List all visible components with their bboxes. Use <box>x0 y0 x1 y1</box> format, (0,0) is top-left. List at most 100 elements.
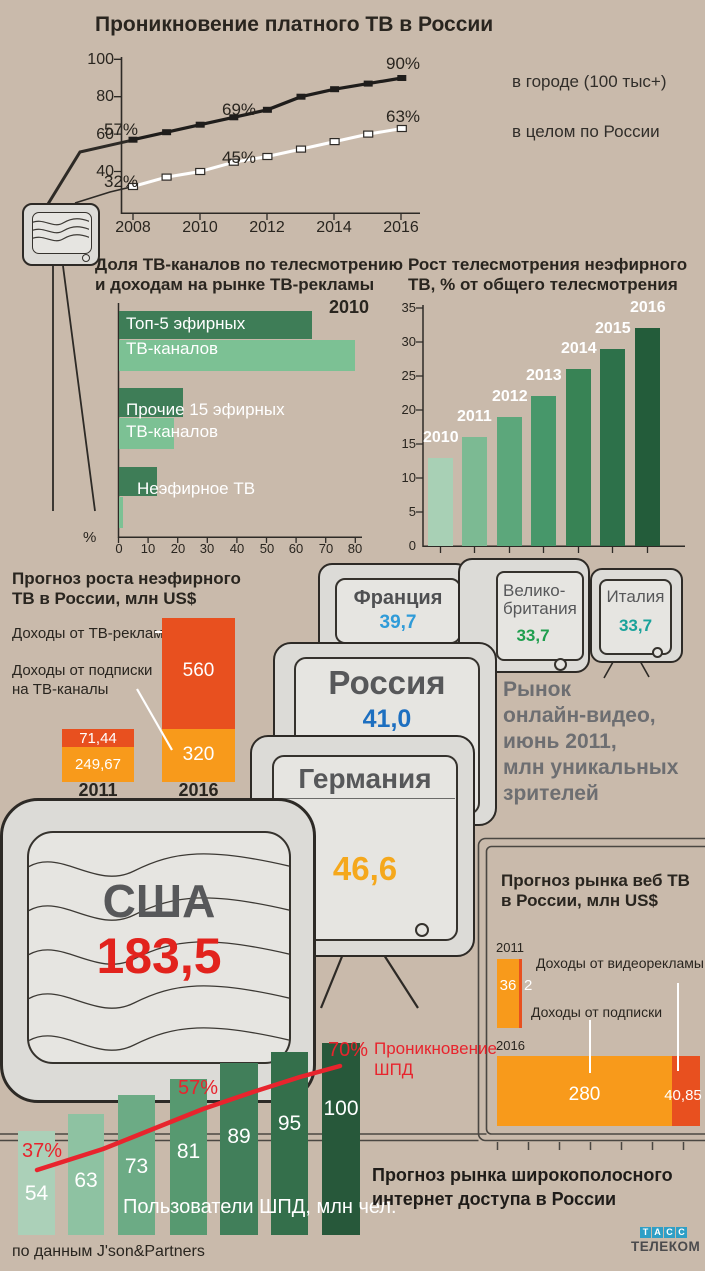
webtv-2016-sub-value: 280 <box>568 1084 601 1105</box>
bar-top5-viewing <box>119 311 312 339</box>
value-russia: 41,0 <box>362 705 412 733</box>
bar-other15-adrevenue <box>119 418 174 449</box>
share-title-line2: и доходам на рынке ТВ-рекламы <box>95 275 375 294</box>
small-tv-icon <box>22 203 100 266</box>
ytick-60: 60 <box>96 126 114 143</box>
growth-year-2014: 2014 <box>561 340 597 357</box>
growth-ytick-10: 10 <box>401 470 416 485</box>
logo-box-t: Т <box>640 1227 651 1238</box>
logo-box-c2: С <box>676 1227 687 1238</box>
xtick-2010: 2010 <box>182 219 218 236</box>
label-total-2016: 63% <box>386 107 421 126</box>
tv-italy: Италия 33,7 <box>590 568 683 663</box>
growth-title-line2: ТВ, % от общего телесмотрения <box>408 275 678 294</box>
bb-value-89: 89 <box>227 1125 251 1148</box>
growth-ytick-5: 5 <box>408 504 416 519</box>
growth-year-2013: 2013 <box>526 367 562 384</box>
bb-value-100: 100 <box>323 1097 359 1120</box>
tv-germany-button <box>415 923 429 937</box>
tv-italy-button <box>652 647 663 658</box>
share-year-label: 2010 <box>329 297 370 317</box>
logo-box-a: А <box>652 1227 663 1238</box>
growth-bar-2010 <box>428 458 453 546</box>
bar-nonbroadcast-viewing <box>119 467 157 496</box>
share-xtick-20: 20 <box>170 541 186 556</box>
ytick-80: 80 <box>96 88 114 105</box>
webtv-ad-pointer-line <box>677 983 679 1071</box>
source-credit: по данным J'son&Partners <box>12 1243 205 1260</box>
bb-line-name: Проникновение ШПД <box>374 1039 497 1079</box>
bb-bar-63 <box>68 1114 104 1235</box>
value-italy: 33,7 <box>618 616 653 635</box>
forecast-title-line1: Прогноз роста неэфирного <box>12 569 241 588</box>
share-label-other15-l2: ТВ-каналов <box>126 422 219 441</box>
forecast-legend-sub: Доходы от подписки на ТВ-каналы <box>12 662 153 698</box>
country-france: Франция <box>353 587 443 609</box>
growth-chart-yticks <box>416 307 423 513</box>
growth-ytick-15: 15 <box>401 436 416 451</box>
webtv-2011-sub-value: 36 <box>499 977 517 994</box>
label-city-2011: 69% <box>222 100 257 119</box>
bb-bar-100 <box>322 1043 360 1235</box>
bb-line-label-70: 70% <box>328 1039 369 1061</box>
bb-bar-54 <box>18 1131 55 1235</box>
value-uk: 33,7 <box>516 626 550 645</box>
forecast-2011-sub-value: 249,67 <box>75 756 121 773</box>
growth-title-line1: Рост телесмотрения неэфирного <box>408 255 688 274</box>
y-ticks <box>114 58 122 173</box>
webtv-2011-ad-value: 2 <box>524 977 533 994</box>
city-series-markers <box>128 75 407 143</box>
share-label-nonbroadcast: Неэфирное ТВ <box>137 479 256 498</box>
forecast-2016-sub-segment <box>162 729 235 782</box>
country-uk: Велико- британия <box>503 581 577 618</box>
share-xtick-70: 70 <box>318 541 334 556</box>
webtv-axis-ticks <box>496 1142 685 1150</box>
webtv-title-line2: в России, млн US$ <box>501 891 658 910</box>
share-xtick-40: 40 <box>229 541 245 556</box>
page-title: Проникновение платного ТВ в России <box>95 13 494 36</box>
growth-year-2015: 2015 <box>595 320 631 337</box>
bb-value-63: 63 <box>74 1169 98 1192</box>
logo-word: ТЕЛЕКОМ <box>631 1239 701 1254</box>
share-xtick-60: 60 <box>288 541 304 556</box>
label-total-2011: 45% <box>222 148 257 167</box>
pay-tv-line-plot <box>46 57 420 220</box>
bar-top5-adrevenue <box>119 340 355 371</box>
forecast-2011-ad-value: 71,44 <box>79 730 117 747</box>
bb-bar-81 <box>170 1079 207 1235</box>
bb-bar-73 <box>118 1095 155 1235</box>
legend-city: в городе (100 тыс+) <box>512 72 667 91</box>
bar-other15-viewing <box>119 388 183 417</box>
forecast-2016-ad-value: 560 <box>182 660 215 681</box>
growth-ytick-35: 35 <box>401 300 416 315</box>
growth-chart-axis <box>422 305 685 547</box>
tv-uk-screen <box>496 571 584 661</box>
value-france: 39,7 <box>379 612 417 633</box>
growth-year-2011: 2011 <box>457 408 492 425</box>
forecast-title-line2: ТВ в России, млн US$ <box>12 589 197 608</box>
online-video-caption: Рынок онлайн-видео, июнь 2011, млн уника… <box>503 678 679 805</box>
italy-tv-legs <box>603 660 650 679</box>
bb-title: Прогноз рынка широкополосного интернет д… <box>372 1165 673 1209</box>
xtick-2012: 2012 <box>249 219 285 236</box>
bb-value-81: 81 <box>176 1140 201 1163</box>
webtv-2011-sub-segment <box>497 959 519 1028</box>
share-xtick-10: 10 <box>140 541 156 556</box>
tv-usa: США 183,5 <box>0 798 316 1103</box>
ytick-100: 100 <box>87 51 114 68</box>
bb-value-73: 73 <box>124 1155 149 1178</box>
callout-to-total-line <box>74 185 134 204</box>
germany-tv-legs <box>319 953 419 1009</box>
webtv-legend-ad: Доходы от видеорекламы <box>536 955 704 971</box>
label-total-2008: 32% <box>104 172 139 191</box>
tv-uk: Велико- британия 33,7 <box>458 558 590 673</box>
forecast-2016-ad-segment <box>162 618 235 729</box>
webtv-cat-2011: 2011 <box>496 940 524 955</box>
webtv-2011-ad-segment <box>519 959 522 1028</box>
tv-waves-icon <box>33 218 89 242</box>
growth-bar-2016 <box>635 328 660 546</box>
bb-penetration-line <box>34 1063 343 1173</box>
country-russia: Россия <box>328 664 446 701</box>
label-city-2008: 57% <box>104 120 139 139</box>
